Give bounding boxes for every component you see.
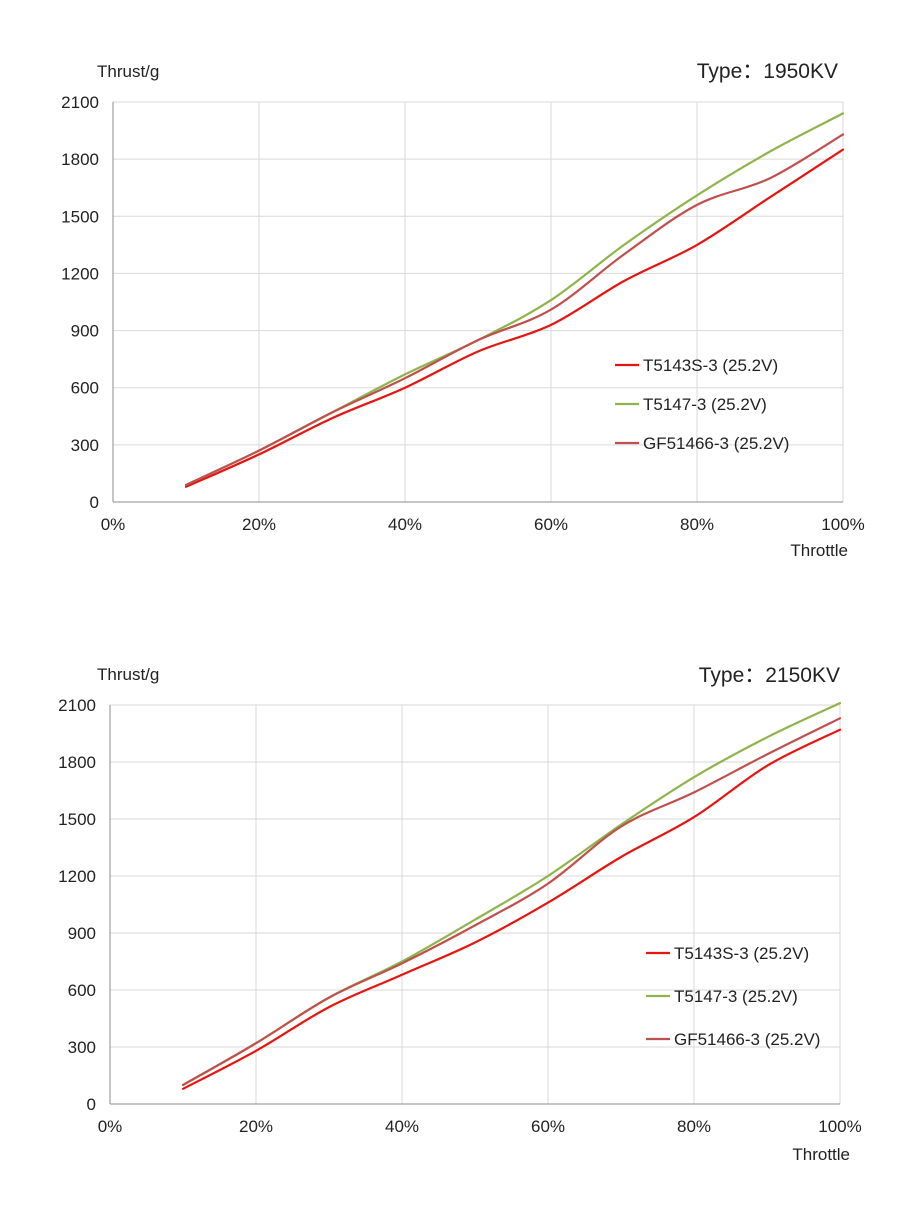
- y-tick-label: 1800: [61, 150, 99, 169]
- y-tick-label: 0: [87, 1095, 96, 1114]
- legend-label: T5147-3 (25.2V): [643, 395, 767, 414]
- y-axis-label: Thrust/g: [97, 665, 159, 684]
- y-tick-label: 300: [71, 436, 99, 455]
- legend-label: T5143S-3 (25.2V): [643, 356, 778, 375]
- thrust-chart-2150kv: 0 300 600 900 1200 1500 1800 2100 0% 20% 40% 60% 80%…: [58, 664, 862, 1164]
- y-tick-label: 2100: [61, 93, 99, 112]
- x-tick-label: 40%: [388, 515, 422, 534]
- x-tick-label: 0%: [101, 515, 126, 534]
- y-tick-label: 600: [71, 379, 99, 398]
- x-tick-label: 100%: [818, 1117, 861, 1136]
- legend-label: GF51466-3 (25.2V): [643, 434, 789, 453]
- y-tick-label: 0: [90, 493, 99, 512]
- legend-label: T5147-3 (25.2V): [674, 987, 798, 1006]
- x-axis-label: Throttle: [792, 1145, 850, 1164]
- legend-label: T5143S-3 (25.2V): [674, 944, 809, 963]
- series-lines: [181, 702, 842, 1090]
- x-tick-label: 80%: [680, 515, 714, 534]
- x-tick-label: 80%: [677, 1117, 711, 1136]
- x-tick-label: 60%: [534, 515, 568, 534]
- x-tick-label: 0%: [98, 1117, 123, 1136]
- series-line-3: [181, 717, 842, 1087]
- chart-title: Type：2150KV: [699, 664, 840, 687]
- chart-title: Type：1950KV: [697, 60, 838, 83]
- y-tick-label: 1500: [58, 810, 96, 829]
- thrust-chart-1950kv: 0 300 600 900 1200 1500 1800 2100 0% 20% 40% 60% 80%…: [61, 60, 865, 560]
- series-line-2: [184, 112, 845, 486]
- series-lines: [184, 112, 845, 488]
- y-tick-label: 900: [71, 322, 99, 341]
- y-tick-label: 1500: [61, 207, 99, 226]
- series-line-1: [181, 728, 842, 1090]
- y-tick-label: 300: [68, 1038, 96, 1057]
- series-line-3: [184, 133, 845, 486]
- tick-labels: 0 300 600 900 1200 1500 1800 2100 0% 20% 40% 60% 80%…: [61, 93, 865, 534]
- legend-label: GF51466-3 (25.2V): [674, 1030, 820, 1049]
- y-tick-label: 1800: [58, 753, 96, 772]
- tick-labels: 0 300 600 900 1200 1500 1800 2100 0% 20% 40% 60% 80%…: [58, 696, 862, 1136]
- legend: T5143S-3 (25.2V) T5147-3 (25.2V) GF51466-3…: [615, 356, 789, 453]
- grid-lines: [112, 101, 844, 503]
- x-axis-label: Throttle: [790, 541, 848, 560]
- series-line-1: [184, 148, 845, 488]
- y-axis-label: Thrust/g: [97, 62, 159, 81]
- y-tick-label: 900: [68, 924, 96, 943]
- y-tick-label: 1200: [58, 867, 96, 886]
- y-tick-label: 2100: [58, 696, 96, 715]
- y-tick-label: 1200: [61, 264, 99, 283]
- x-tick-label: 100%: [821, 515, 864, 534]
- x-tick-label: 60%: [531, 1117, 565, 1136]
- x-tick-label: 20%: [242, 515, 276, 534]
- legend: T5143S-3 (25.2V) T5147-3 (25.2V) GF51466-3…: [646, 944, 820, 1049]
- x-tick-label: 40%: [385, 1117, 419, 1136]
- y-tick-label: 600: [68, 981, 96, 1000]
- x-tick-label: 20%: [239, 1117, 273, 1136]
